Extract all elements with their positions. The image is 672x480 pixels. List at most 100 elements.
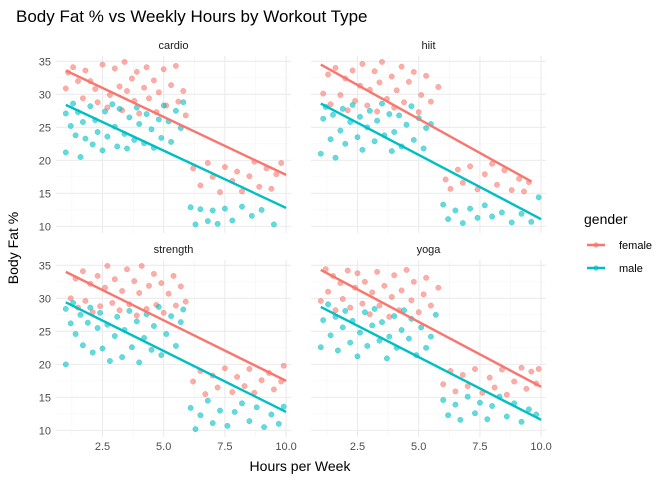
data-point [359,146,366,153]
data-point [143,64,150,71]
x-tick-label: 2.5 [350,441,365,453]
data-point [168,82,175,89]
facet-strip-strength [56,240,291,260]
data-point [467,205,474,212]
data-point [217,189,223,196]
data-point [354,270,361,277]
data-point [168,138,175,145]
x-axis-title: Hours per Week [250,458,352,474]
data-point [82,135,89,142]
data-point [92,86,99,92]
data-point [146,282,152,289]
data-point [141,84,148,91]
data-point [508,187,515,194]
data-point [79,119,86,125]
data-point [258,377,265,384]
data-point [280,362,287,369]
data-point [364,102,371,109]
data-point [403,266,410,273]
data-point [209,420,216,427]
data-point [67,320,74,327]
y-tick-label: 20 [39,155,51,167]
data-point [423,274,430,281]
data-point [160,102,167,109]
data-point [133,312,140,319]
data-point [177,319,184,326]
data-point [408,297,415,304]
data-point [94,325,101,331]
data-point [379,100,385,107]
data-point [398,63,405,70]
data-point [97,303,104,310]
data-point [119,354,126,361]
data-point [393,87,400,94]
data-point [163,331,170,337]
data-point [325,71,332,78]
legend-title: gender [584,211,628,227]
data-point [278,160,285,166]
data-point [423,72,430,79]
data-point [440,381,447,388]
data-point [371,68,378,75]
data-point [246,173,253,180]
data-point [99,345,106,352]
facet-label-strength: strength [154,244,194,256]
data-point [246,418,253,425]
data-point [70,64,77,71]
data-point [89,141,96,148]
data-point [464,393,471,400]
data-point [347,304,354,311]
data-point [79,95,86,102]
data-point [494,181,500,188]
trend-line-female [65,270,287,382]
data-point [383,355,390,362]
data-point [70,100,77,107]
data-point [84,319,91,326]
data-point [104,262,111,269]
x-tick-label: 7.5 [217,441,232,453]
trend-line-male [320,305,542,421]
data-point [239,203,245,210]
data-point [327,332,334,339]
data-point [234,168,241,175]
data-point [148,126,155,133]
data-point [94,129,101,135]
data-point [172,62,179,69]
data-point [467,163,474,170]
data-point [364,342,371,349]
data-point [224,422,231,429]
data-point [231,408,238,415]
legend-label-male: male [619,263,643,275]
data-point [197,412,204,419]
panel-background [311,56,546,233]
x-tick-label: 10.0 [530,441,551,453]
data-point [398,327,405,333]
legend-entry-male: male [587,263,643,275]
data-point [374,108,381,115]
data-point [158,352,165,359]
data-point [317,150,324,157]
data-point [111,65,118,72]
x-tick-label: 7.5 [472,441,487,453]
data-point [339,324,346,331]
data-point [371,305,378,312]
data-point [535,366,542,372]
data-point [445,216,452,223]
data-point [376,302,383,309]
data-point [325,288,332,295]
x-tick-label: 10.0 [275,441,296,453]
y-tick-label: 25 [39,122,51,134]
data-point [405,78,412,85]
facet-panels: cardio 10 15 20 25 30 35 hiit strength 10 15 20 25 30… [39,36,552,453]
data-point [79,268,86,275]
data-point [440,201,447,208]
data-point [62,361,69,368]
data-point [126,307,133,314]
data-point [418,324,425,331]
data-point [209,207,216,214]
data-point [187,404,194,411]
data-point [342,140,349,147]
facet-strip-hiit [311,36,546,56]
data-point [190,378,197,385]
data-point [357,113,363,120]
